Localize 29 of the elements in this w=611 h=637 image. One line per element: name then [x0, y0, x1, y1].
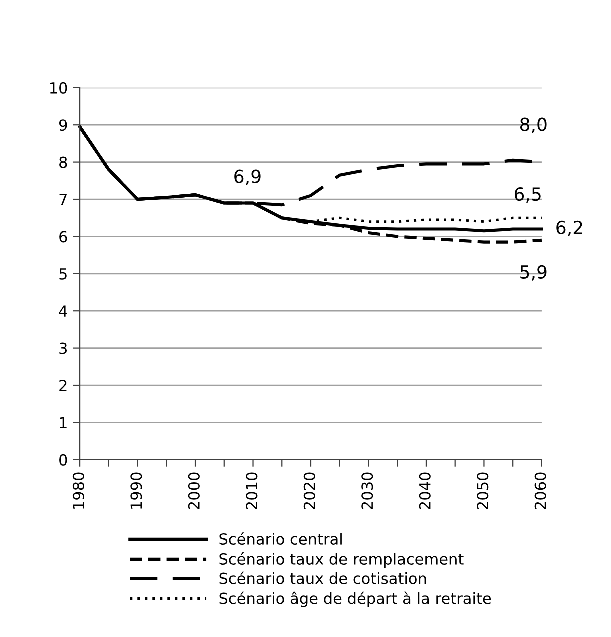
- y-tick-label: 0: [60, 454, 68, 466]
- data-label: 5,9: [520, 265, 547, 281]
- legend-label: Scénario taux de cotisation: [220, 572, 426, 584]
- x-tick-label: 2050: [477, 472, 489, 510]
- legend-label: Scénario âge de départ à la retraite: [220, 592, 492, 608]
- y-tick-label: 9: [59, 120, 68, 132]
- legend-label: Scénario taux de remplacement: [220, 552, 464, 568]
- x-tick-label: 2020: [304, 472, 316, 510]
- x-tick-label: 2010: [246, 472, 258, 510]
- data-label: 8,0: [520, 118, 547, 134]
- y-tick-label: 1: [60, 417, 67, 429]
- y-tick-label: 7: [60, 194, 67, 206]
- y-tick-label: 6: [60, 231, 68, 243]
- legend-label: Scénario central: [220, 532, 342, 546]
- x-tick-label: 2000: [188, 472, 200, 510]
- y-tick-label: 2: [60, 380, 67, 392]
- y-tick-label: 8: [60, 156, 68, 168]
- x-tick-label: 1990: [130, 472, 142, 509]
- data-label: 6,5: [514, 187, 541, 203]
- y-tick-label: 4: [59, 306, 68, 317]
- y-tick-label: 5: [60, 268, 67, 280]
- x-tick-label: 2060: [534, 472, 546, 510]
- data-label: 6,2: [556, 220, 582, 236]
- x-tick-label: 2040: [419, 472, 431, 510]
- x-tick-label: 2030: [362, 472, 374, 510]
- y-tick-label: 3: [60, 342, 68, 354]
- y-tick-label: 10: [50, 82, 68, 94]
- x-tick-label: 1980: [72, 472, 84, 509]
- data-label: 6,9: [234, 170, 261, 186]
